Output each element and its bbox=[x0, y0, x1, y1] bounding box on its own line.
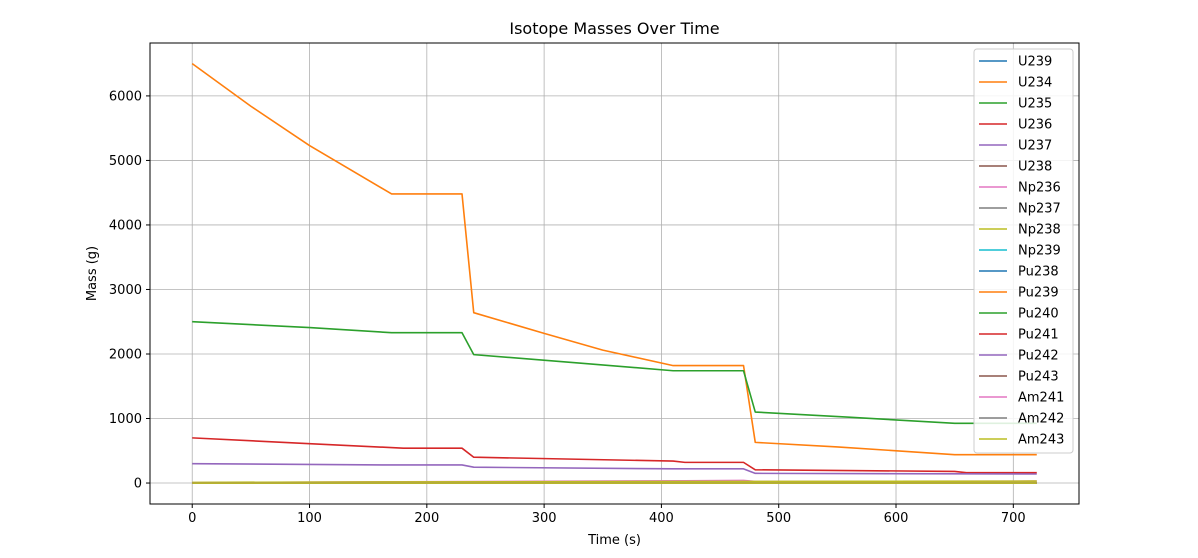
series-line-u236 bbox=[192, 437, 1037, 474]
series-line-u235 bbox=[192, 320, 1037, 425]
legend: U239 U234 U235 U236 U237 U238 Np236 Np237 Np238 N… bbox=[973, 48, 1074, 454]
legend-label: U235 bbox=[1018, 97, 1052, 112]
y-tick-label: 6000 bbox=[109, 89, 142, 104]
legend-box bbox=[973, 48, 1074, 454]
legend-label: Am243 bbox=[1018, 433, 1064, 448]
legend-label: Pu242 bbox=[1018, 349, 1059, 364]
legend-label: Pu241 bbox=[1018, 328, 1059, 343]
legend-label: U236 bbox=[1018, 118, 1052, 133]
legend-label: U237 bbox=[1018, 139, 1052, 154]
legend-label: Np236 bbox=[1018, 181, 1061, 196]
legend-label: Np239 bbox=[1018, 244, 1061, 259]
legend-label: Pu240 bbox=[1018, 307, 1059, 322]
series-line-u237 bbox=[192, 462, 1037, 475]
legend-label: Pu238 bbox=[1018, 265, 1059, 280]
x-tick-label: 400 bbox=[649, 511, 674, 526]
legend-label: U238 bbox=[1018, 160, 1052, 175]
y-axis-label: Mass (g) bbox=[85, 246, 100, 301]
x-tick-label: 100 bbox=[297, 511, 322, 526]
y-tick-label: 0 bbox=[134, 477, 142, 492]
series-line-np238 bbox=[192, 480, 1037, 484]
legend-label: Np238 bbox=[1018, 223, 1061, 238]
x-tick-label: 300 bbox=[532, 511, 557, 526]
legend-label: Pu239 bbox=[1018, 286, 1059, 301]
y-tick-label: 4000 bbox=[109, 218, 142, 233]
tick-layer: 0 100 200 300 400 500 600 700 0 1000 2000 3000 4000 5… bbox=[109, 89, 1026, 526]
y-tick-label: 2000 bbox=[109, 347, 142, 362]
series-layer bbox=[191, 63, 1037, 484]
legend-label: U239 bbox=[1018, 55, 1052, 70]
legend-label: Am241 bbox=[1018, 391, 1064, 406]
legend-label: Pu243 bbox=[1018, 370, 1059, 385]
chart-title: Isotope Masses Over Time bbox=[509, 19, 719, 38]
x-tick-label: 0 bbox=[188, 511, 196, 526]
y-tick-label: 3000 bbox=[109, 283, 142, 298]
y-tick-label: 1000 bbox=[109, 412, 142, 427]
series-line-u234 bbox=[191, 63, 1037, 456]
x-tick-label: 200 bbox=[414, 511, 439, 526]
x-tick-label: 600 bbox=[884, 511, 909, 526]
x-axis-label: Time (s) bbox=[587, 533, 641, 548]
x-tick-label: 700 bbox=[1001, 511, 1026, 526]
legend-label: U234 bbox=[1018, 76, 1052, 91]
legend-label: Am242 bbox=[1018, 412, 1064, 427]
y-tick-label: 5000 bbox=[109, 154, 142, 169]
legend-label: Np237 bbox=[1018, 202, 1061, 217]
x-tick-label: 500 bbox=[766, 511, 791, 526]
plot-frame bbox=[149, 42, 1080, 505]
